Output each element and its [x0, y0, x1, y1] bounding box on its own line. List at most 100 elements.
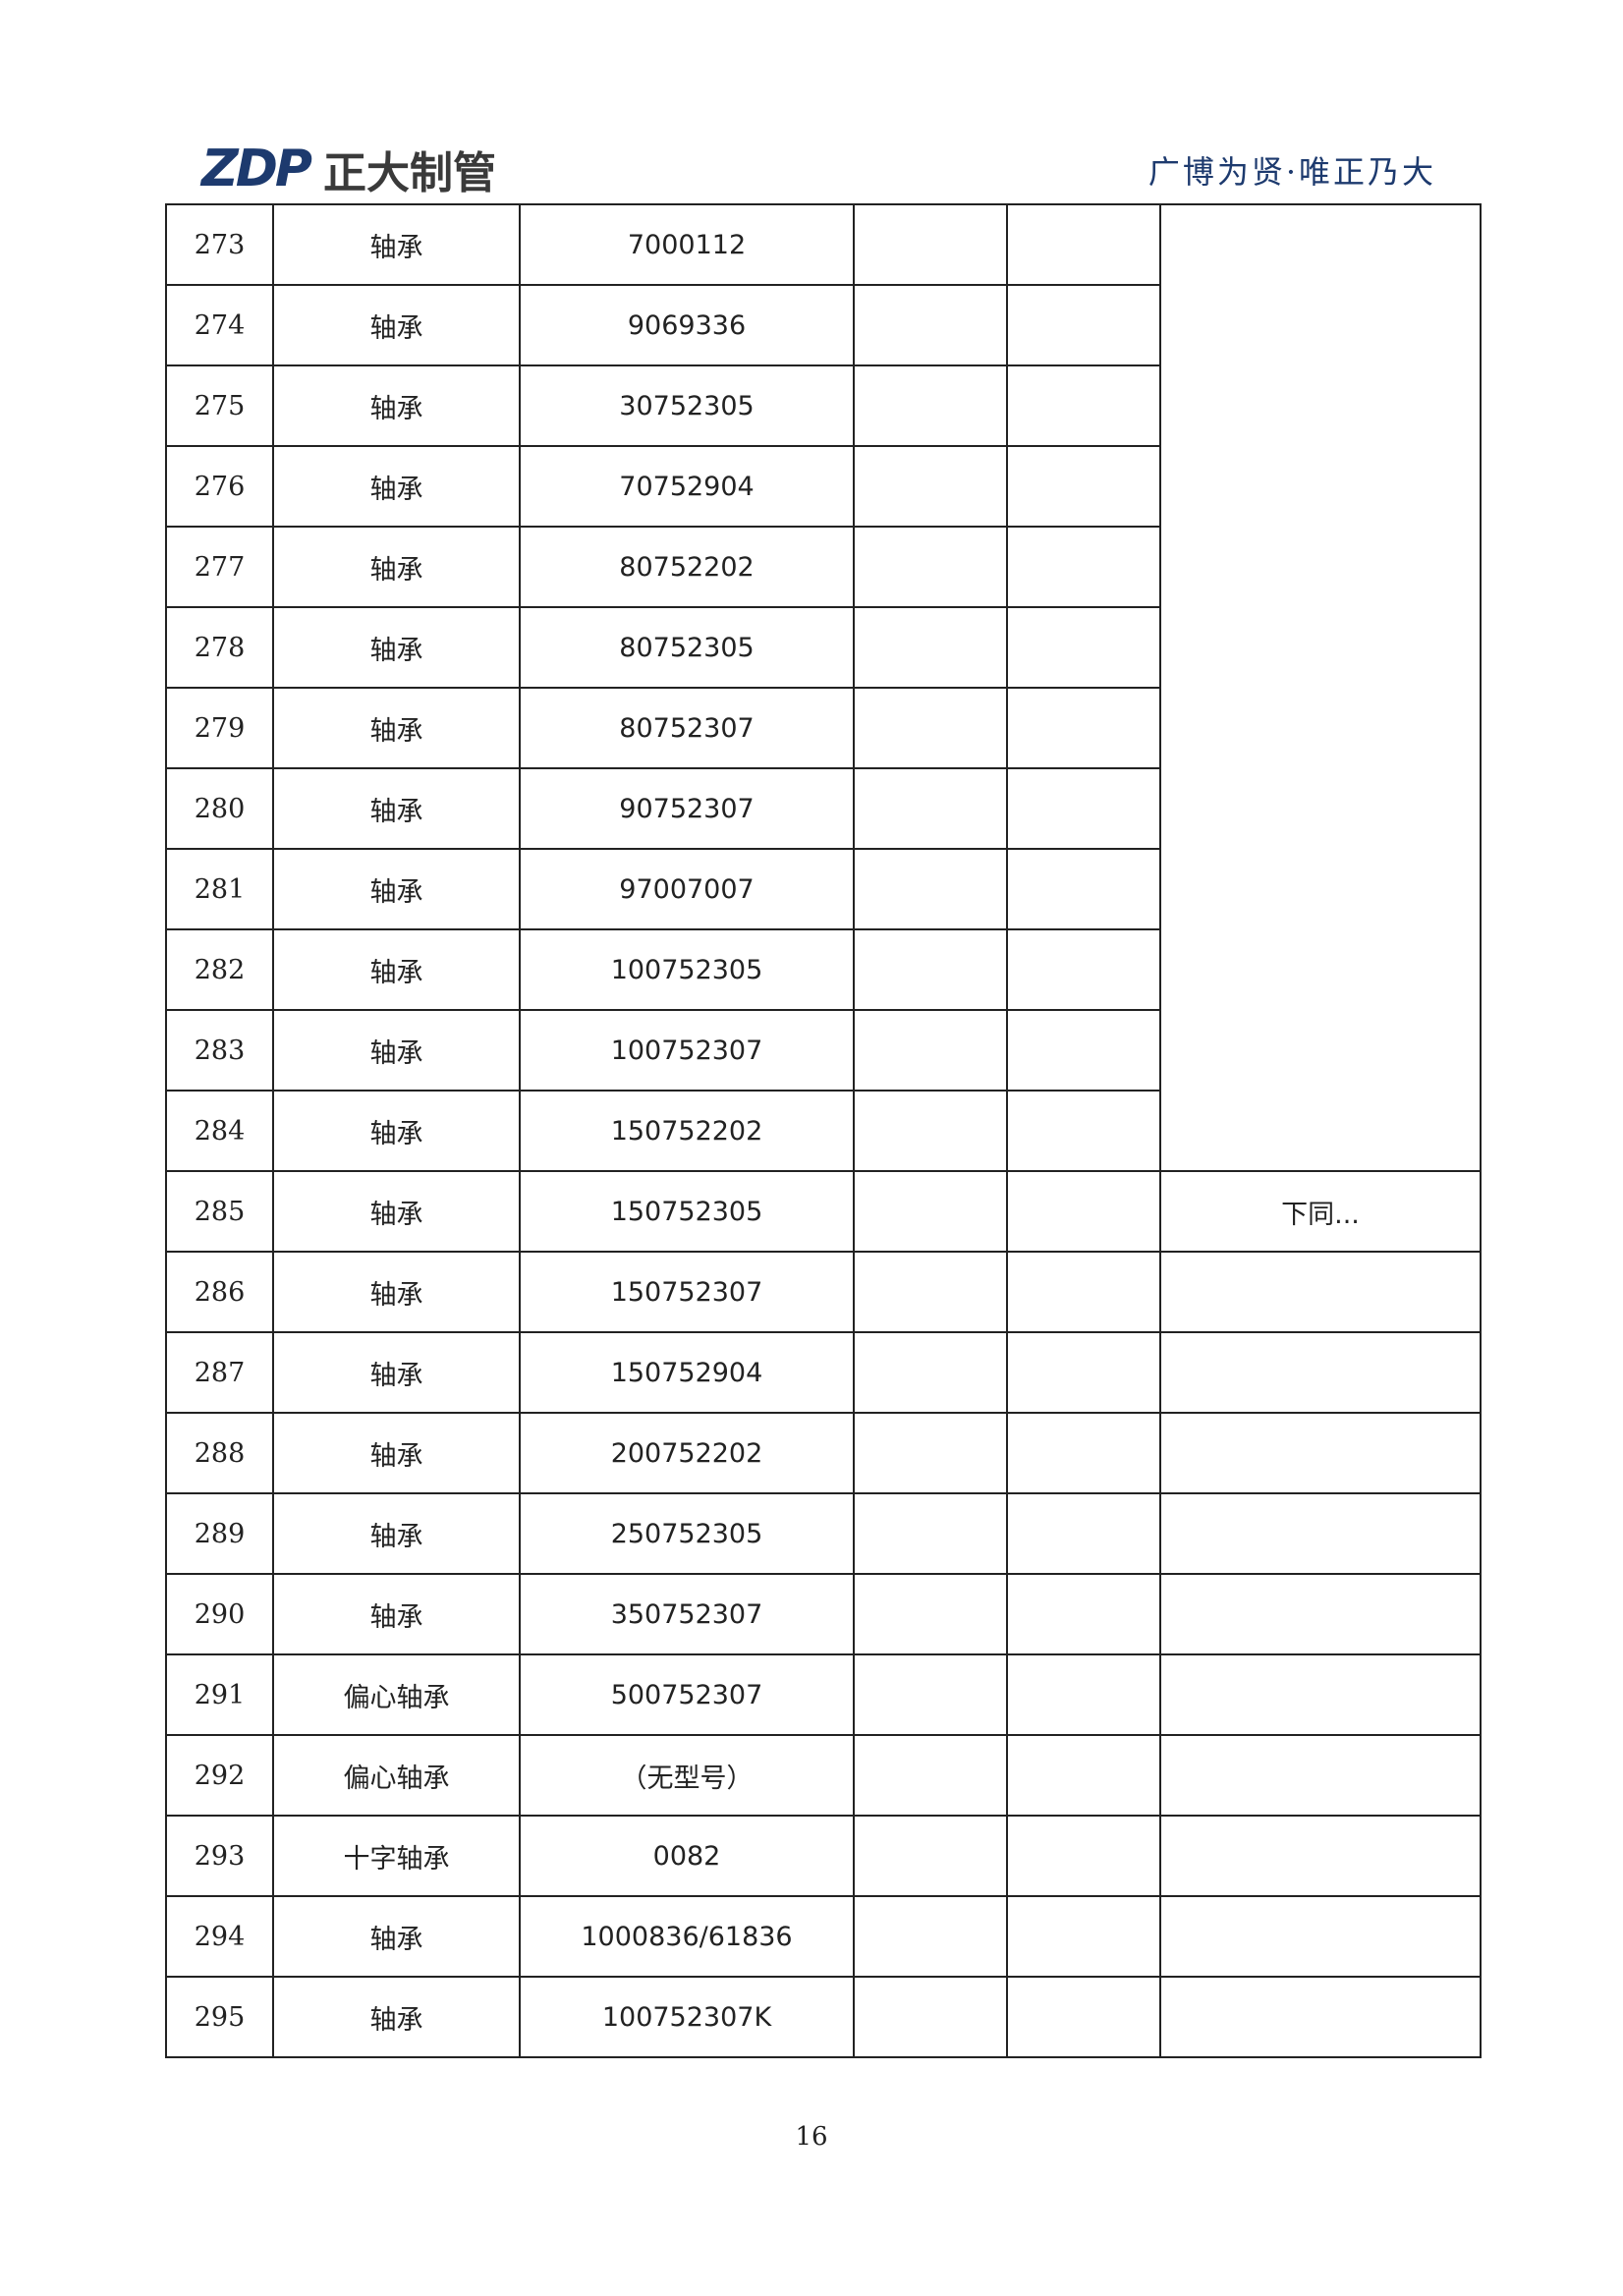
empty-cell [853, 445, 1008, 528]
empty-cell [1006, 1412, 1161, 1494]
table-row: 275 轴承 30752305 [165, 364, 1481, 447]
empty-cell [1006, 1492, 1161, 1575]
part-name: 轴承 [272, 848, 521, 930]
table-row: 278 轴承 80752305 [165, 606, 1481, 689]
table-row: 284 轴承 150752202 [165, 1090, 1481, 1172]
empty-cell [853, 1653, 1008, 1736]
empty-cell [1006, 1573, 1161, 1655]
empty-cell [853, 1009, 1008, 1092]
row-number: 277 [165, 526, 274, 608]
part-model: 70752904 [519, 445, 855, 528]
company-logo: ZDP 正大制管 [201, 138, 496, 200]
empty-cell [1006, 1976, 1161, 2058]
row-number: 291 [165, 1653, 274, 1736]
part-model: 150752305 [519, 1170, 855, 1253]
part-name: 轴承 [272, 1009, 521, 1092]
row-number: 286 [165, 1251, 274, 1333]
table-row: 295 轴承 100752307K [165, 1976, 1482, 2058]
row-number: 290 [165, 1573, 274, 1655]
part-model: 80752305 [519, 606, 855, 689]
part-model: 97007007 [519, 848, 855, 930]
empty-cell [853, 1895, 1008, 1978]
empty-cell [1006, 687, 1161, 769]
table-row: 276 轴承 70752904 [165, 445, 1481, 528]
part-name: 轴承 [272, 203, 521, 286]
empty-cell [1006, 767, 1161, 850]
part-model: 500752307 [519, 1653, 855, 1736]
row-number: 280 [165, 767, 274, 850]
table-row: 281 轴承 97007007 [165, 848, 1481, 930]
row-number: 274 [165, 284, 274, 366]
row-number: 287 [165, 1331, 274, 1414]
part-model: 80752202 [519, 526, 855, 608]
part-model: 100752307K [519, 1976, 855, 2058]
part-name: 轴承 [272, 364, 521, 447]
note-cell [1159, 1653, 1482, 1736]
row-number: 276 [165, 445, 274, 528]
empty-cell [853, 606, 1008, 689]
logo-mark: ZDP [201, 140, 312, 198]
part-name: 轴承 [272, 767, 521, 850]
table-row: 292 偏心轴承 （无型号） [165, 1734, 1482, 1817]
table-row: 294 轴承 1000836/61836 [165, 1895, 1482, 1978]
empty-cell [1006, 203, 1161, 286]
empty-cell [1006, 526, 1161, 608]
empty-cell [853, 1251, 1008, 1333]
row-number: 281 [165, 848, 274, 930]
part-name: 轴承 [272, 526, 521, 608]
note-cell [1159, 1573, 1482, 1655]
empty-cell [853, 1734, 1008, 1817]
table-row: 291 偏心轴承 500752307 [165, 1653, 1482, 1736]
part-model: 250752305 [519, 1492, 855, 1575]
row-number: 279 [165, 687, 274, 769]
empty-cell [853, 1492, 1008, 1575]
empty-cell [853, 928, 1008, 1011]
empty-cell [853, 1331, 1008, 1414]
part-name: 轴承 [272, 445, 521, 528]
part-name: 轴承 [272, 284, 521, 366]
table-row: 273 轴承 7000112 [165, 203, 1482, 1172]
row-number: 284 [165, 1090, 274, 1172]
empty-cell [1006, 1895, 1161, 1978]
note-cell [1159, 1412, 1482, 1494]
empty-cell [853, 1170, 1008, 1253]
table-row: 283 轴承 100752307 [165, 1009, 1481, 1092]
part-model: 200752202 [519, 1412, 855, 1494]
part-name: 轴承 [272, 928, 521, 1011]
table-row: 287 轴承 150752904 [165, 1331, 1482, 1414]
empty-cell [853, 1976, 1008, 2058]
empty-cell [1006, 284, 1161, 366]
part-name: 轴承 [272, 1976, 521, 2058]
table-row: 289 轴承 250752305 [165, 1492, 1482, 1575]
part-name: 轴承 [272, 1412, 521, 1494]
note-cell: 下同... [1159, 1170, 1482, 1253]
part-model: 0082 [519, 1815, 855, 1897]
empty-cell [853, 1090, 1008, 1172]
note-cell [1159, 1895, 1482, 1978]
part-name: 轴承 [272, 606, 521, 689]
empty-cell [1006, 1170, 1161, 1253]
part-name: 轴承 [272, 687, 521, 769]
part-model: 1000836/61836 [519, 1895, 855, 1978]
empty-cell [1006, 1653, 1161, 1736]
part-model: 350752307 [519, 1573, 855, 1655]
table-row: 277 轴承 80752202 [165, 526, 1481, 608]
note-cell [1159, 1492, 1482, 1575]
note-cell [1159, 1734, 1482, 1817]
table-row: 290 轴承 350752307 [165, 1573, 1482, 1655]
row-number: 288 [165, 1412, 274, 1494]
part-name: 偏心轴承 [272, 1653, 521, 1736]
table-row: 274 轴承 9069336 [165, 284, 1481, 366]
empty-cell [1006, 848, 1161, 930]
empty-cell [853, 848, 1008, 930]
empty-cell [853, 687, 1008, 769]
parts-table: 273 轴承 7000112 274 轴承 9069336 275 轴承 30752305 276… [165, 203, 1482, 2058]
empty-cell [853, 1573, 1008, 1655]
row-number: 295 [165, 1976, 274, 2058]
empty-cell [853, 364, 1008, 447]
empty-cell [1006, 1331, 1161, 1414]
empty-cell [1006, 445, 1161, 528]
note-cell [1159, 1976, 1482, 2058]
part-model: 100752307 [519, 1009, 855, 1092]
part-name: 轴承 [272, 1090, 521, 1172]
